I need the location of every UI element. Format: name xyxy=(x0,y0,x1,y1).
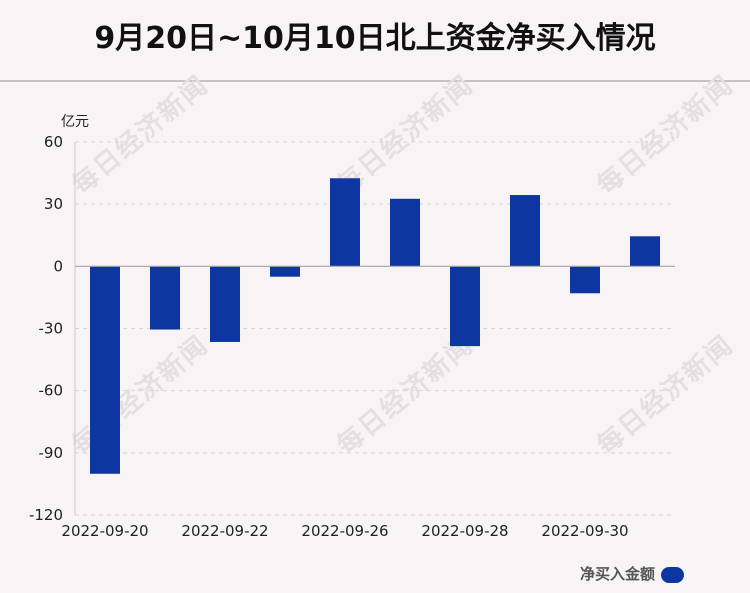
x-tick-label: 2022-09-30 xyxy=(541,522,628,540)
y-tick-label: 30 xyxy=(44,195,63,213)
y-axis-unit-label: 亿元 xyxy=(61,114,89,130)
bar-2022-09-29 xyxy=(510,195,540,267)
title-divider xyxy=(0,80,750,82)
legend-swatch xyxy=(661,567,684,583)
bar-2022-09-30 xyxy=(570,266,600,294)
y-tick-label: -60 xyxy=(39,382,64,400)
bar-2022-09-22 xyxy=(210,266,240,342)
y-tick-label: -90 xyxy=(39,444,64,462)
x-tick-label: 2022-09-22 xyxy=(181,522,268,540)
bar-2022-09-20 xyxy=(90,266,120,474)
y-tick-label: -120 xyxy=(29,506,63,524)
bar-2022-10-10 xyxy=(630,236,660,267)
bar-2022-09-27 xyxy=(390,198,420,267)
x-tick-label: 2022-09-20 xyxy=(61,522,148,540)
bar-2022-09-28 xyxy=(450,266,480,347)
y-tick-label: 0 xyxy=(53,257,63,275)
y-tick-label: 60 xyxy=(44,133,63,151)
bar-2022-09-23 xyxy=(270,266,300,277)
x-tick-label: 2022-09-28 xyxy=(421,522,508,540)
bar-2022-09-21 xyxy=(150,266,180,330)
bar-2022-09-26 xyxy=(330,178,360,267)
chart-title: 9月20日~10月10日北上资金净买入情况 xyxy=(94,21,656,56)
x-tick-label: 2022-09-26 xyxy=(301,522,388,540)
legend-label: 净买入金额 xyxy=(580,565,655,583)
y-tick-label: -30 xyxy=(39,320,64,338)
